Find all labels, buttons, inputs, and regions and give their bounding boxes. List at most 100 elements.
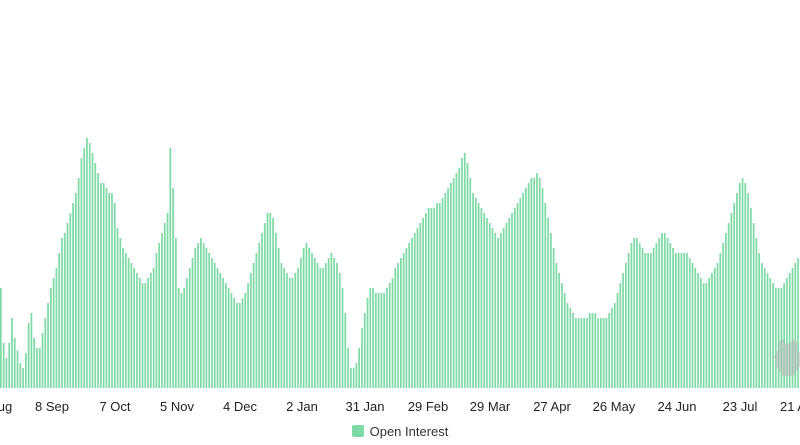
bar: [247, 283, 249, 388]
bar: [27, 323, 30, 388]
bar: [316, 263, 319, 388]
bar: [788, 273, 791, 388]
bar: [466, 163, 469, 388]
bar: [591, 313, 594, 388]
bar: [619, 283, 622, 388]
bar: [750, 208, 752, 388]
bar: [427, 208, 430, 388]
bar: [386, 288, 388, 388]
bar: [230, 293, 233, 388]
bar: [297, 268, 299, 388]
bar: [547, 218, 549, 388]
bar: [475, 198, 477, 388]
bar: [633, 238, 636, 388]
bar: [441, 198, 444, 388]
bar: [86, 138, 88, 388]
bar: [602, 318, 605, 388]
bar: [2, 343, 5, 388]
bar: [152, 268, 155, 388]
bar: [488, 223, 491, 388]
bar: [675, 253, 677, 388]
bar: [113, 203, 116, 388]
bar: [238, 303, 241, 388]
bar: [311, 253, 313, 388]
bar: [44, 318, 47, 388]
bar: [80, 158, 83, 388]
bar: [733, 203, 736, 388]
bar: [605, 318, 608, 388]
bar: [505, 223, 508, 388]
bar: [94, 163, 97, 388]
bar: [558, 273, 561, 388]
bar: [47, 303, 49, 388]
bar: [333, 258, 336, 388]
bar: [19, 363, 22, 388]
bar: [477, 203, 480, 388]
bar: [522, 193, 524, 388]
x-tick-label: 31 Jan: [345, 399, 384, 414]
bar: [486, 218, 488, 388]
bar: [758, 253, 761, 388]
bar: [452, 178, 455, 388]
bar: [580, 318, 583, 388]
bar: [516, 203, 519, 388]
bar: [525, 188, 527, 388]
bar: [97, 173, 99, 388]
bar: [130, 263, 133, 388]
bar: [780, 288, 783, 388]
bar: [680, 253, 683, 388]
bar: [666, 238, 669, 388]
bar: [755, 238, 758, 388]
bar: [716, 263, 719, 388]
bar: [691, 263, 694, 388]
bar: [502, 228, 505, 388]
bar: [108, 193, 111, 388]
bar: [394, 268, 397, 388]
bar: [594, 313, 597, 388]
x-tick-label: 29 Mar: [470, 399, 511, 414]
bar: [169, 148, 172, 388]
bar: [305, 243, 308, 388]
bar: [797, 258, 799, 388]
bar: [252, 263, 255, 388]
bar: [200, 238, 202, 388]
bar: [63, 233, 66, 388]
bar: [308, 248, 311, 388]
bar: [638, 243, 641, 388]
bar: [400, 258, 402, 388]
legend-label: Open Interest: [369, 423, 449, 439]
bar: [197, 243, 199, 388]
bar: [236, 303, 238, 388]
bar: [597, 318, 599, 388]
bar: [138, 278, 141, 388]
bar: [613, 303, 616, 388]
bar: [786, 278, 788, 388]
bar: [25, 353, 27, 388]
bar: [183, 288, 186, 388]
bar: [122, 248, 124, 388]
bar: [430, 208, 433, 388]
bar: [366, 298, 369, 388]
bar: [38, 348, 41, 388]
bar: [583, 318, 586, 388]
bar: [741, 178, 744, 388]
bar: [72, 203, 74, 388]
bar: [747, 193, 749, 388]
bar: [663, 233, 666, 388]
bar: [541, 188, 544, 388]
x-axis-ticks: ug 8 Sep 7 Oct 5 Nov 4 Dec 2 Jan 31 Jan 29 Feb 2…: [0, 399, 800, 414]
bar: [288, 278, 291, 388]
bar: [566, 303, 569, 388]
bar: [636, 238, 638, 388]
bar: [405, 248, 408, 388]
bar: [141, 283, 144, 388]
bar: [455, 173, 458, 388]
bar: [380, 293, 383, 388]
bar: [497, 238, 499, 388]
bar: [58, 253, 61, 388]
bar: [586, 318, 588, 388]
bar: [730, 213, 733, 388]
bar: [194, 248, 197, 388]
bar: [211, 258, 213, 388]
